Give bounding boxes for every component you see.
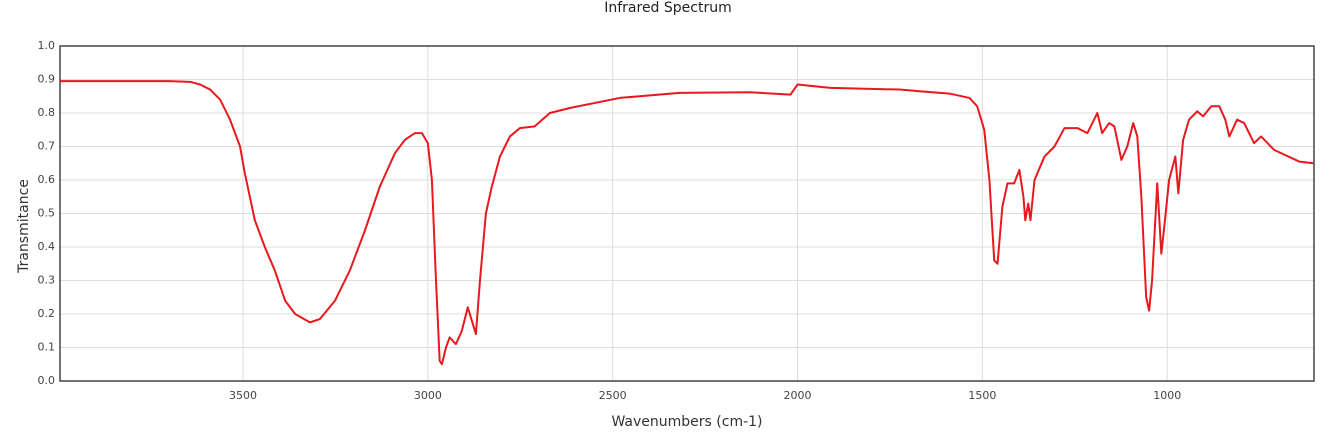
x-tick-label: 3500 [229,389,257,402]
plot-frame [59,45,1315,382]
spectrum-line [60,80,1314,366]
x-tick-label: 1500 [968,389,996,402]
y-tick-label: 0.1 [38,341,56,354]
y-tick-label: 0.9 [38,73,56,86]
y-tick-label: 0.5 [38,207,56,220]
y-tick-label: 0.8 [38,106,56,119]
x-tick-label: 2000 [784,389,812,402]
y-tick-label: 0.2 [38,307,56,320]
chart-title: Infrared Spectrum [604,0,732,16]
x-tick-label: 1000 [1153,389,1181,402]
y-axis-label: Transmitance [16,179,32,274]
y-tick-label: 0.4 [38,240,56,253]
y-tick-label: 0.6 [38,173,56,186]
x-axis-label: Wavenumbers (cm-1) [611,414,762,430]
y-tick-label: 0.7 [38,140,56,153]
x-tick-label: 3000 [414,389,442,402]
y-tick-label: 1.0 [38,39,56,52]
y-tick-label: 0.0 [38,374,56,387]
x-tick-label: 2500 [599,389,627,402]
y-tick-label: 0.3 [38,274,56,287]
